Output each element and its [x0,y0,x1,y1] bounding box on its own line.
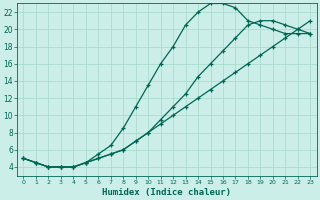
X-axis label: Humidex (Indice chaleur): Humidex (Indice chaleur) [102,188,231,197]
